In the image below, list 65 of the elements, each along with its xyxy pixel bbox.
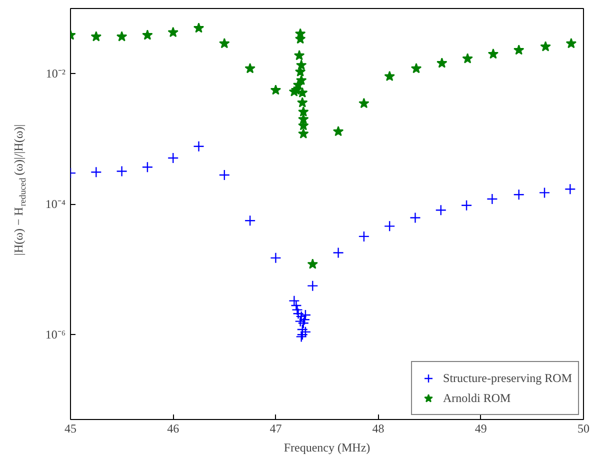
point: [288, 295, 300, 306]
point: [298, 106, 309, 117]
point: [244, 215, 256, 226]
point: [410, 212, 421, 224]
x-axis-title: Frequency (MHz): [284, 440, 370, 454]
y-tick-label: 10⁻⁶: [45, 328, 66, 342]
point: [193, 140, 204, 152]
point: [358, 98, 370, 108]
point: [290, 300, 302, 312]
point: [90, 166, 102, 178]
point: [435, 204, 446, 216]
point: [384, 70, 395, 82]
point: [168, 152, 179, 164]
y-tick-label: 10⁻²: [46, 66, 66, 81]
point: [142, 162, 154, 173]
point: [296, 60, 307, 70]
point: [298, 314, 310, 326]
point: [436, 58, 448, 68]
point: [90, 31, 102, 42]
point: [307, 258, 318, 269]
legend-label: Structure-preserving ROM: [443, 370, 572, 386]
point: [244, 62, 256, 74]
point: [142, 30, 153, 40]
point: [219, 38, 230, 48]
point: [538, 187, 550, 198]
legend-label: Arnoldi ROM: [443, 390, 511, 406]
point: [332, 247, 344, 258]
point: [540, 41, 551, 52]
y-axis-title: |H(ω) − Hreduced(ω)|/|H(ω)|: [12, 124, 28, 256]
point: [488, 48, 499, 59]
point: [298, 318, 309, 329]
point: [384, 220, 396, 232]
point: [297, 97, 308, 108]
point: [297, 87, 308, 98]
point: [296, 310, 307, 322]
point: [332, 126, 344, 136]
x-tick-label: 45: [64, 422, 76, 436]
point: [566, 38, 577, 48]
point: [358, 230, 370, 242]
point: [460, 200, 472, 211]
point: [514, 44, 524, 55]
point: [218, 169, 230, 181]
point: [270, 84, 282, 95]
point: [564, 184, 576, 195]
point: [168, 26, 178, 38]
point: [292, 308, 304, 320]
point: [270, 252, 282, 264]
x-tick-label: 48: [372, 422, 384, 436]
point: [116, 166, 128, 177]
x-tick-label: 49: [474, 422, 487, 436]
point: [486, 193, 498, 205]
point: [307, 280, 318, 292]
point: [193, 22, 204, 33]
x-tick-label: 46: [167, 422, 180, 436]
x-tick-label: 50: [578, 422, 590, 436]
point: [410, 62, 422, 74]
point: [292, 304, 303, 316]
point: [294, 50, 305, 60]
y-tick-label: 10⁻⁴: [45, 197, 66, 212]
point: [462, 53, 473, 64]
point: [513, 189, 524, 200]
point: [298, 114, 309, 124]
x-tick-label: 47: [270, 422, 282, 436]
point: [298, 128, 309, 138]
point: [116, 31, 128, 42]
